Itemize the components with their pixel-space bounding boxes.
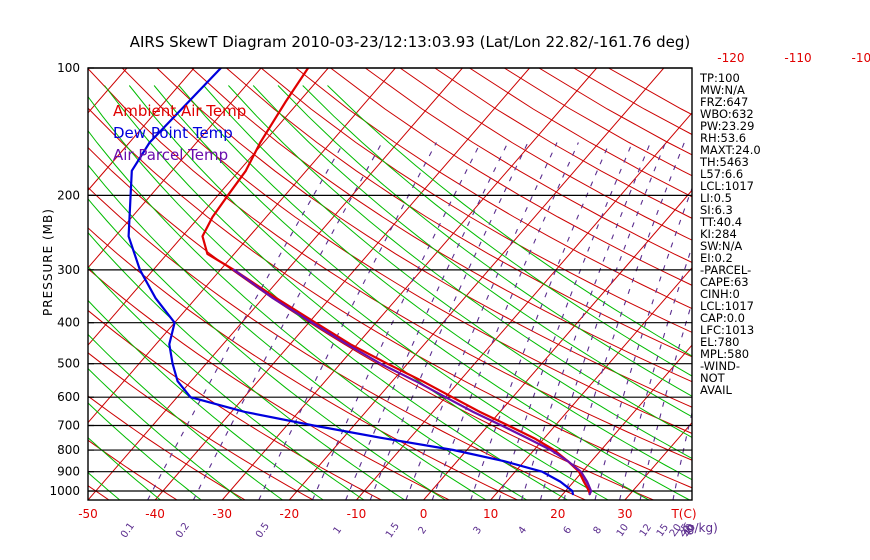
- stat-21: LFC:1013: [700, 323, 755, 337]
- x-axis-temp-label: T(C): [670, 507, 696, 521]
- stat-10: LI:0.5: [700, 191, 732, 205]
- bottom-temp-tick--40: -40: [145, 507, 165, 521]
- bottom-temp-tick-20: 20: [550, 507, 565, 521]
- pressure-tick-800: 800: [57, 443, 80, 457]
- stat-8: L57:6.6: [700, 167, 744, 181]
- stat-12: TT:40.4: [700, 215, 743, 229]
- stat-1: MW:N/A: [700, 83, 745, 97]
- profile-curves: [127, 68, 593, 496]
- top-temp-tick: -100: [852, 51, 870, 65]
- mixing-ratio-tick-7: 4: [517, 525, 530, 537]
- mixing-ratio-tick-10: 10: [615, 522, 631, 539]
- pressure-tick-200: 200: [57, 188, 80, 202]
- mixing-ratio-tick-9: 8: [592, 525, 605, 537]
- x-axis-mixing-label: (g/kg): [682, 521, 718, 535]
- pressure-tick-700: 700: [57, 419, 80, 433]
- mixing-ratio-tick-0: 0.1: [119, 521, 137, 540]
- stat-3: WBO:632: [700, 107, 754, 121]
- legend-item-0: Ambient Air Temp: [113, 102, 246, 120]
- mixing-ratio-tick-8: 6: [562, 525, 575, 537]
- mixing-ratio-tick-6: 3: [472, 525, 485, 537]
- pressure-tick-400: 400: [57, 316, 80, 330]
- pressure-tick-600: 600: [57, 390, 80, 404]
- stat-13: KI:284: [700, 227, 737, 241]
- pressure-tick-100: 100: [57, 61, 80, 75]
- mixing-ratio-tick-11: 12: [638, 522, 654, 539]
- stat-0: TP:100: [700, 71, 740, 85]
- plot-frame: [87, 67, 693, 501]
- stat-23: MPL:580: [700, 347, 750, 361]
- bottom-temp-tick--30: -30: [212, 507, 232, 521]
- stat-5: RH:53.6: [700, 131, 747, 145]
- bottom-temp-tick-30: 30: [617, 507, 632, 521]
- top-temp-tick: -120: [717, 51, 744, 65]
- pressure-tick-300: 300: [57, 263, 80, 277]
- stat-24: -WIND-: [700, 359, 741, 373]
- legend-item-2: Air Parcel Temp: [113, 146, 228, 164]
- stat-25: NOT: [700, 371, 725, 385]
- stat-11: SI:6.3: [700, 203, 733, 217]
- legend-item-1: Dew Point Temp: [113, 124, 233, 142]
- mixing-ratio-tick-4: 1.5: [384, 521, 402, 540]
- stats-panel: TP:100 MW:N/A FRZ:647 WBO:632 PW:23.29 RH:53.…: [700, 72, 761, 396]
- bottom-temp-tick-0: 0: [420, 507, 428, 521]
- series-1: [127, 68, 574, 496]
- stat-22: EL:780: [700, 335, 740, 349]
- pressure-tick-900: 900: [57, 465, 80, 479]
- stat-19: LCL:1017: [700, 299, 754, 313]
- top-temp-tick: -110: [784, 51, 811, 65]
- mixing-ratio-tick-3: 1: [332, 525, 345, 537]
- bottom-temp-tick--10: -10: [347, 507, 367, 521]
- stat-4: PW:23.29: [700, 119, 755, 133]
- stat-20: CAP:0.0: [700, 311, 745, 325]
- bottom-temp-tick--20: -20: [280, 507, 300, 521]
- mixing-ratio-tick-5: 2: [417, 525, 430, 537]
- y-axis-label: PRESSURE (MB): [41, 208, 55, 316]
- series-0: [201, 68, 591, 496]
- isobar-lines: [88, 67, 692, 492]
- bottom-temp-tick--50: -50: [78, 507, 98, 521]
- mixing-ratio-tick-1: 0.2: [174, 521, 192, 540]
- stat-16: -PARCEL-: [700, 263, 752, 277]
- stat-7: TH:5463: [700, 155, 749, 169]
- bottom-temp-tick-10: 10: [483, 507, 498, 521]
- stat-18: CINH:0: [700, 287, 740, 301]
- pressure-tick-1000: 1000: [49, 484, 80, 498]
- stat-9: LCL:1017: [700, 179, 754, 193]
- stat-14: SW:N/A: [700, 239, 743, 253]
- pressure-tick-500: 500: [57, 357, 80, 371]
- mixing-ratio-tick-2: 0.5: [254, 521, 272, 540]
- stat-17: CAPE:63: [700, 275, 749, 289]
- stat-2: FRZ:647: [700, 95, 749, 109]
- stat-15: EI:0.2: [700, 251, 733, 265]
- page-title: AIRS SkewT Diagram 2010-03-23/12:13:03.9…: [129, 33, 691, 51]
- stat-26: AVAIL: [700, 383, 732, 397]
- series-2: [232, 268, 593, 496]
- stat-6: MAXT:24.0: [700, 143, 761, 157]
